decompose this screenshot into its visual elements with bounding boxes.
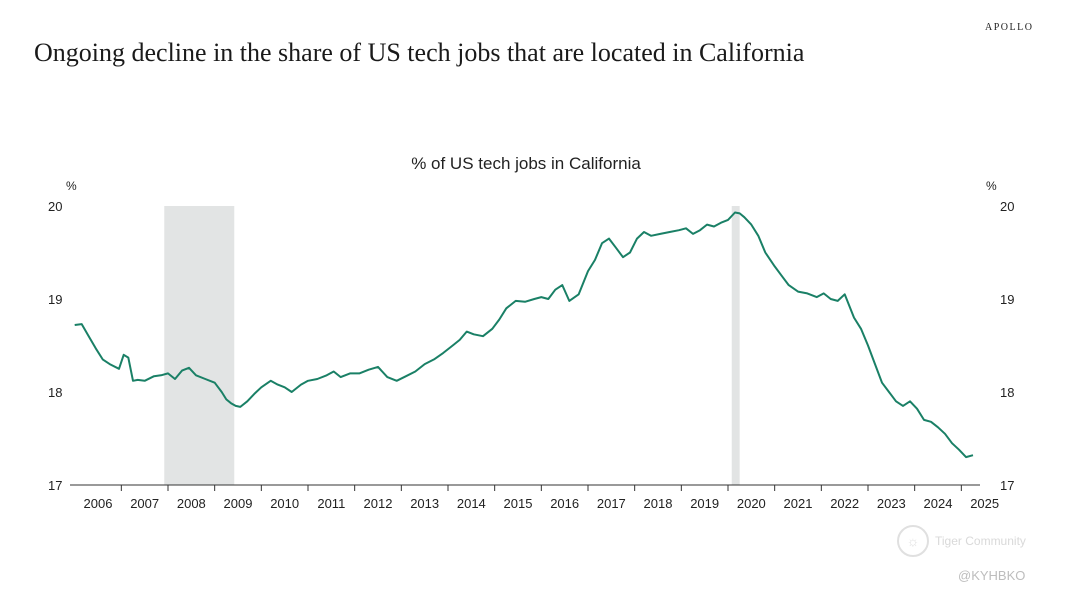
y-tick-label-right: 20 bbox=[1000, 199, 1014, 214]
recession-band-2 bbox=[731, 206, 740, 485]
y-tick-label-right: 17 bbox=[1000, 478, 1014, 493]
chart-title: % of US tech jobs in California bbox=[411, 154, 641, 173]
x-tick-label: 2024 bbox=[924, 496, 953, 511]
watermark: ☼ Tiger Community bbox=[897, 523, 1057, 559]
recession-shading bbox=[164, 206, 740, 485]
x-tick-label: 2012 bbox=[364, 496, 393, 511]
x-tick-label: 2015 bbox=[504, 496, 533, 511]
y-tick-label-right: 19 bbox=[1000, 292, 1014, 307]
y-tick-label-left: 18 bbox=[48, 385, 62, 400]
x-tick-label: 2017 bbox=[597, 496, 626, 511]
y-tick-label-left: 20 bbox=[48, 199, 62, 214]
y-tick-label-left: 19 bbox=[48, 292, 62, 307]
x-tick-label: 2013 bbox=[410, 496, 439, 511]
y-axis-unit-right: % bbox=[986, 179, 997, 193]
x-tick-label: 2018 bbox=[644, 496, 673, 511]
x-tick-label: 2009 bbox=[224, 496, 253, 511]
recession-band-1 bbox=[164, 206, 235, 485]
y-axis-unit-left: % bbox=[66, 179, 77, 193]
page-title: Ongoing decline in the share of US tech … bbox=[34, 38, 805, 67]
x-axis: 2006 2007 2008 2009 2010 2011 2012 2013 2014 2015… bbox=[70, 484, 999, 511]
y-axis-right: 17 18 19 20 bbox=[1000, 199, 1014, 493]
x-tick-label: 2011 bbox=[317, 496, 345, 511]
y-tick-label-right: 18 bbox=[1000, 385, 1014, 400]
x-tick-label: 2016 bbox=[550, 496, 579, 511]
x-tick-label: 2006 bbox=[84, 496, 113, 511]
x-tick-label: 2019 bbox=[690, 496, 719, 511]
x-tick-label: 2025 bbox=[970, 496, 999, 511]
y-tick-label-left: 17 bbox=[48, 478, 62, 493]
series-line bbox=[74, 211, 974, 459]
x-tick-label: 2021 bbox=[784, 496, 813, 511]
watermark-text: Tiger Community bbox=[935, 534, 1026, 548]
x-tick-label: 2014 bbox=[457, 496, 486, 511]
brand-logo: APOLLO bbox=[985, 22, 1034, 33]
tiger-logo-icon: ☼ bbox=[897, 525, 929, 557]
x-tick-label: 2020 bbox=[737, 496, 766, 511]
x-tick-label: 2023 bbox=[877, 496, 906, 511]
x-tick-label: 2007 bbox=[130, 496, 159, 511]
y-axis-left: 17 18 19 20 bbox=[48, 199, 62, 493]
x-tick-label: 2008 bbox=[177, 496, 206, 511]
x-tick-label: 2022 bbox=[830, 496, 859, 511]
author-handle: @KYHBKO bbox=[958, 568, 1026, 583]
x-tick-label: 2010 bbox=[270, 496, 299, 511]
